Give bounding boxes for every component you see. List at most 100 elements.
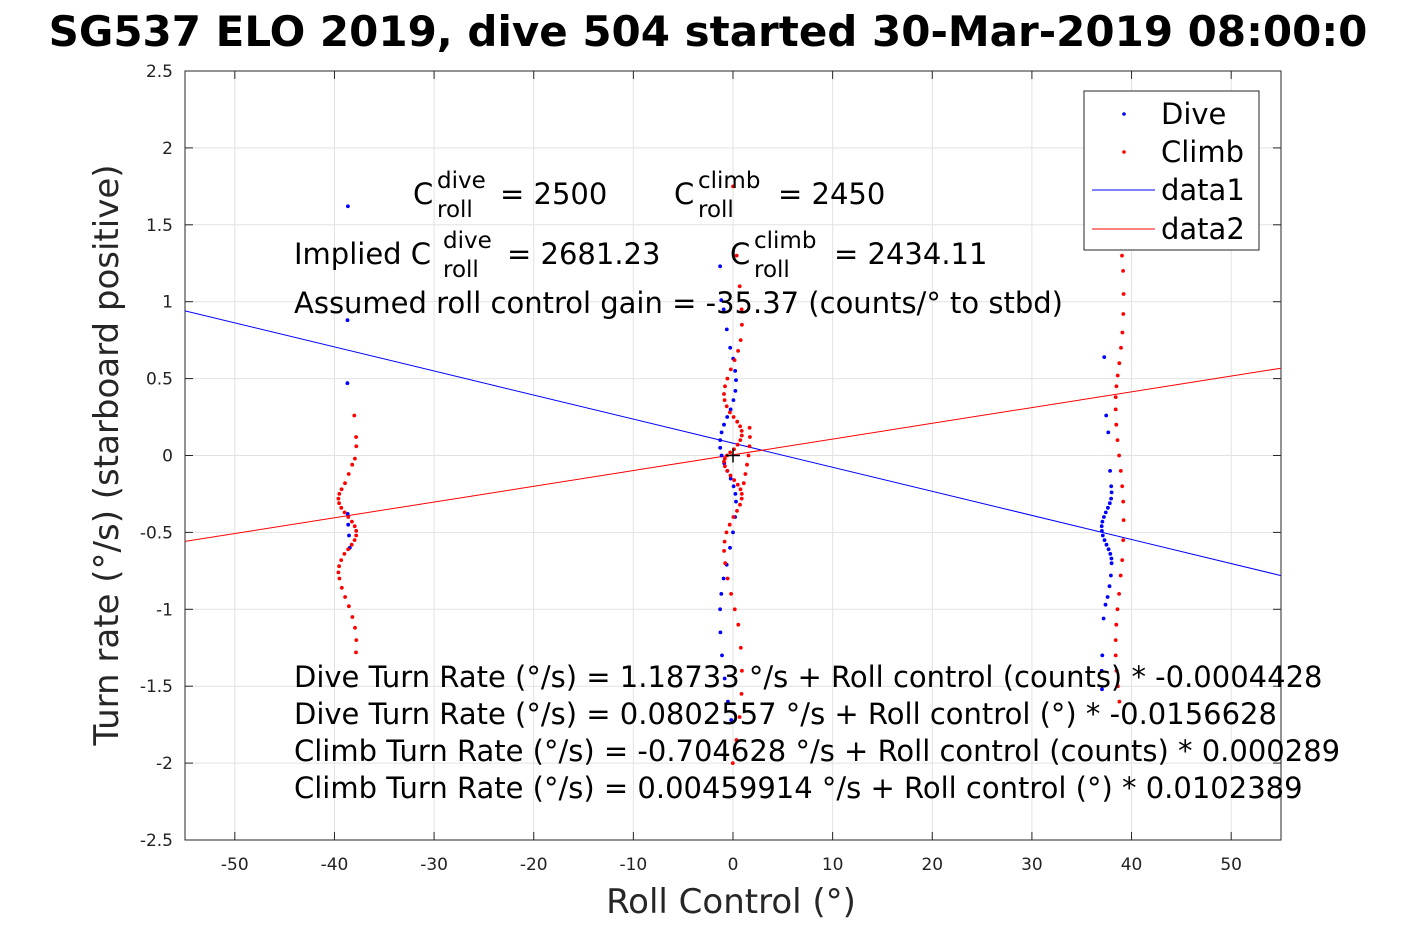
dive-point	[1104, 413, 1109, 418]
climb-point	[1113, 407, 1118, 412]
climb-point	[1121, 499, 1126, 504]
x-tick-label: 20	[921, 855, 943, 875]
climb-point	[1120, 330, 1125, 335]
dive-point	[1100, 519, 1105, 524]
implied-dive-value: = 2681.23	[507, 237, 660, 271]
climb-point	[1115, 373, 1120, 378]
climb-point	[1120, 484, 1125, 489]
dive-point	[1102, 515, 1106, 519]
climb-point	[747, 425, 752, 430]
dive-point	[1101, 616, 1106, 621]
dive-point	[729, 718, 734, 722]
climb-point	[342, 510, 347, 515]
climb-point	[1113, 653, 1118, 658]
climb-point	[1113, 638, 1118, 642]
dive-point	[1103, 510, 1108, 515]
climb-point	[339, 487, 344, 492]
climb-point	[725, 576, 730, 581]
climb-point	[737, 715, 742, 719]
climb-point	[350, 615, 355, 619]
dive-point	[1100, 687, 1104, 692]
climb-point	[337, 492, 342, 496]
fit-equation-3: Climb Turn Rate (°/s) = -0.704628 °/s + …	[294, 734, 1340, 768]
dive-point	[1105, 595, 1110, 599]
climb-point	[1121, 518, 1126, 522]
fit-equation-2: Dive Turn Rate (°/s) = 0.0802557 °/s + R…	[294, 697, 1277, 731]
dive-point	[1109, 561, 1114, 566]
legend-dive-label: Dive	[1161, 97, 1226, 131]
implied-climb-sub: roll	[754, 257, 790, 283]
dive-point	[1109, 573, 1113, 578]
dive-point	[721, 576, 726, 581]
climb-point	[1114, 668, 1119, 673]
c-climb-sup: climb	[698, 168, 760, 194]
dive-point	[1106, 547, 1111, 552]
climb-point	[740, 322, 744, 327]
climb-point	[1115, 607, 1120, 612]
dive-point	[733, 389, 738, 393]
dive-point	[346, 204, 350, 209]
fit-equation-4: Climb Turn Rate (°/s) = 0.00459914 °/s +…	[294, 771, 1303, 805]
climb-point	[735, 442, 740, 447]
climb-point	[354, 533, 359, 538]
dive-point	[1108, 552, 1113, 556]
dive-point	[345, 318, 350, 323]
climb-point	[1117, 453, 1121, 458]
y-tick-label: -1	[156, 600, 173, 620]
climb-point	[736, 349, 740, 353]
dive-point	[1103, 602, 1108, 607]
origin-marker	[726, 448, 740, 463]
dive-point	[722, 676, 727, 681]
climb-point	[354, 638, 359, 642]
dive-point	[733, 369, 738, 373]
c-dive-sup: dive	[437, 168, 486, 194]
climb-point	[1120, 558, 1125, 562]
dive-point	[1102, 355, 1107, 359]
dive-point	[1102, 538, 1107, 542]
dive-point	[728, 545, 732, 550]
c-dive-sub: roll	[437, 197, 473, 223]
legend: Dive Climb data1 data2	[1083, 90, 1260, 251]
c-climb-base: C	[674, 177, 694, 211]
climb-point	[743, 472, 748, 476]
climb-point	[736, 622, 741, 627]
dive-point	[718, 630, 723, 635]
climb-point	[739, 429, 744, 433]
climb-point	[346, 472, 351, 476]
climb-point	[722, 549, 726, 553]
x-tick-label: 50	[1220, 855, 1242, 875]
dive-point	[719, 430, 724, 435]
dive-point	[728, 476, 733, 481]
climb-point	[745, 462, 749, 467]
y-tick-label: -2.5	[140, 831, 173, 851]
climb-point	[722, 459, 726, 464]
dive-point	[733, 492, 738, 496]
climb-point	[722, 398, 727, 402]
climb-point	[1121, 538, 1126, 542]
roll-gain-note: Assumed roll control gain = -35.37 (coun…	[294, 286, 1063, 320]
dive-point	[724, 327, 729, 332]
climb-point	[748, 435, 752, 439]
dive-point	[1108, 469, 1112, 473]
x-axis: -50 -40 -30 -20 -10 0 10 20 30 40 50	[221, 71, 1242, 875]
y-tick-label: 1.5	[146, 216, 173, 236]
climb-point	[350, 462, 355, 467]
dive-point	[721, 307, 726, 312]
climb-point	[735, 482, 740, 487]
climb-point	[722, 539, 727, 544]
climb-point	[724, 530, 729, 535]
y-tick-label: -0.5	[140, 523, 173, 543]
dive-point	[719, 298, 724, 303]
climb-point	[339, 558, 344, 562]
chart-title: SG537 ELO 2019, dive 504 started 30-Mar-…	[49, 7, 1368, 56]
dive-point	[1100, 529, 1104, 533]
c-dive-value: = 2500	[500, 177, 607, 211]
climb-point	[339, 585, 344, 590]
y-axis-label: Turn rate (°/s) (starboard positive)	[87, 164, 127, 746]
dive-point	[731, 484, 736, 489]
dive-point	[1100, 533, 1105, 538]
climb-point	[1115, 684, 1120, 689]
climb-point	[739, 307, 744, 312]
climb-point	[729, 592, 733, 596]
